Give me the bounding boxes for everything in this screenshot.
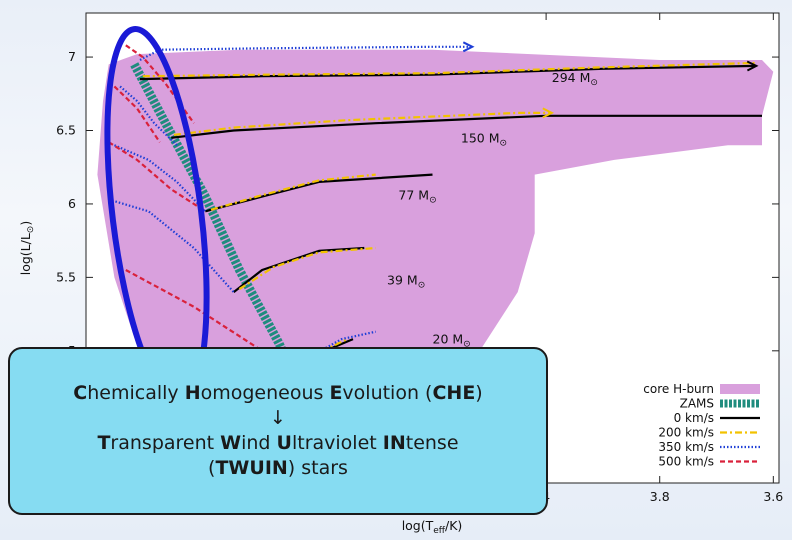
mass-label: 294 M⊙ bbox=[552, 70, 598, 88]
track-arrowhead bbox=[462, 41, 475, 53]
track-line bbox=[173, 111, 552, 136]
y-axis-label: log(L/L⊙) bbox=[18, 221, 36, 276]
legend-swatch bbox=[720, 384, 760, 394]
x-axis-label: log(Teff/K) bbox=[402, 518, 463, 536]
x-tick-label: 3.8 bbox=[650, 489, 670, 504]
legend-label: 500 km/s bbox=[658, 455, 714, 469]
legend-label: 0 km/s bbox=[674, 411, 714, 425]
legend-label: 350 km/s bbox=[658, 440, 714, 454]
twuin-stars-line: (TWUIN) stars bbox=[208, 456, 348, 481]
track-line bbox=[238, 246, 376, 291]
y-tick-label: 6.5 bbox=[56, 123, 76, 138]
track-line bbox=[284, 330, 376, 381]
track-arrowhead bbox=[542, 107, 555, 119]
text-segment: ) stars bbox=[287, 457, 348, 480]
text-segment: ) bbox=[475, 381, 483, 404]
track-line bbox=[171, 114, 762, 139]
text-segment: U bbox=[276, 432, 292, 454]
text-segment: hemically bbox=[87, 381, 185, 404]
legend-label: 200 km/s bbox=[658, 426, 714, 440]
track-line bbox=[125, 44, 195, 124]
text-segment: T bbox=[97, 432, 111, 454]
track-line bbox=[108, 141, 206, 213]
legend-label: core H-burn bbox=[643, 382, 714, 396]
track-arrowhead bbox=[746, 60, 759, 72]
text-segment: tense bbox=[405, 432, 459, 454]
mass-labels: 294 M⊙ 150 M⊙ 77 M⊙ 39 M⊙ 20 M⊙ bbox=[387, 70, 598, 349]
text-segment: IN bbox=[382, 432, 406, 454]
text-segment: C bbox=[73, 381, 88, 404]
text-segment: W bbox=[220, 432, 242, 454]
track-line bbox=[139, 45, 473, 61]
mass-label: 77 M⊙ bbox=[398, 188, 436, 206]
mass-label: 39 M⊙ bbox=[387, 273, 425, 291]
text-segment: ind bbox=[241, 432, 277, 454]
track-line bbox=[142, 61, 757, 78]
text-segment: H bbox=[184, 381, 201, 404]
text-segment: CHE bbox=[432, 381, 476, 404]
track-line bbox=[119, 85, 178, 146]
down-arrow-icon: ↓ bbox=[270, 406, 286, 429]
text-segment: ( bbox=[208, 457, 216, 480]
track-line bbox=[210, 173, 376, 211]
text-segment: omogeneous bbox=[200, 381, 330, 404]
text-segment: TWUIN bbox=[215, 457, 288, 480]
track-line bbox=[113, 144, 207, 213]
track-line bbox=[205, 173, 433, 213]
text-segment: ltraviolet bbox=[291, 432, 383, 454]
text-segment: volution ( bbox=[342, 381, 433, 404]
y-tick-label: 6 bbox=[68, 196, 76, 211]
legend-label: ZAMS bbox=[680, 397, 714, 411]
track-line bbox=[139, 64, 757, 81]
che-line: Chemically Homogeneous Evolution (CHE) bbox=[73, 381, 482, 406]
text-segment: ransparent bbox=[110, 432, 221, 454]
mass-label: 150 M⊙ bbox=[461, 130, 507, 148]
track-line bbox=[233, 246, 365, 293]
track-line bbox=[108, 198, 235, 293]
twuin-line: Transparent Wind Ultraviolet INtense bbox=[97, 431, 458, 456]
mass-label: 20 M⊙ bbox=[433, 331, 471, 349]
y-tick-label: 7 bbox=[68, 49, 76, 64]
x-tick-label: 3.6 bbox=[763, 489, 783, 504]
che-callout-box: Chemically Homogeneous Evolution (CHE) ↓… bbox=[8, 347, 548, 515]
track-line bbox=[113, 85, 161, 143]
y-tick-label: 5.5 bbox=[56, 269, 76, 284]
text-segment: E bbox=[329, 381, 343, 404]
